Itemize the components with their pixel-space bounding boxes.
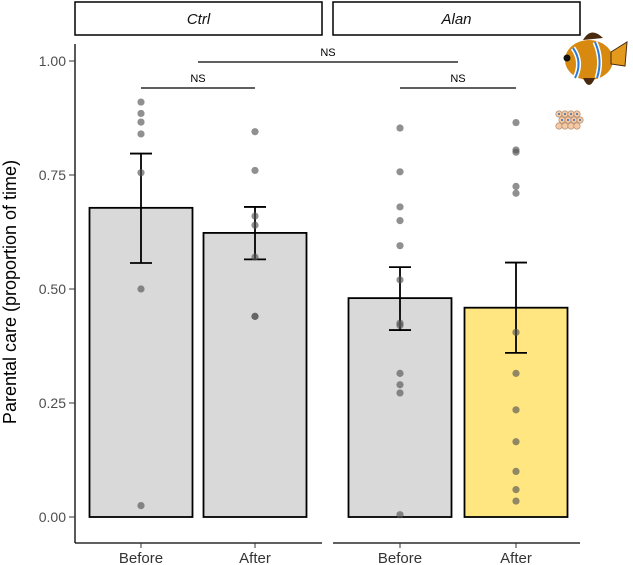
data-point [512, 328, 520, 336]
facet-strip-box [74, 1, 323, 36]
significance-label: NS [320, 47, 335, 59]
x-tick-label: Before [378, 550, 422, 565]
data-point [512, 148, 520, 156]
data-point [251, 166, 259, 175]
significance-label: NS [450, 73, 465, 85]
data-point [251, 253, 259, 261]
y-tick-label: 0.00 [39, 509, 66, 525]
data-point [512, 467, 520, 475]
x-tick-label: Before [119, 550, 163, 565]
data-point [512, 118, 520, 127]
y-tick-label: 0.50 [39, 281, 66, 297]
significance-label: NS [190, 73, 205, 85]
y-axis: 0.00 0.25 0.50 0.75 1.00 [39, 44, 76, 543]
data-point [512, 406, 520, 414]
bars [88, 206, 569, 518]
data-point [396, 276, 404, 284]
data-point [396, 242, 404, 250]
data-point [396, 389, 404, 397]
data-point [396, 321, 404, 330]
facet-strip-label: Ctrl [187, 11, 211, 28]
data-point [396, 168, 404, 176]
data-point [396, 381, 404, 389]
x-axis: Before After Before After [75, 542, 580, 565]
data-point [137, 285, 145, 293]
data-point [251, 312, 259, 320]
data-point [512, 189, 520, 197]
data-point [512, 497, 520, 505]
data-point [396, 511, 404, 519]
data-point [137, 98, 145, 106]
x-tick-label: After [239, 550, 271, 565]
data-point [512, 369, 520, 377]
bar-ctrl-after [202, 232, 308, 518]
y-tick-label: 0.25 [39, 395, 66, 411]
data-point [137, 130, 145, 138]
data-points [137, 98, 520, 519]
x-tick-label: After [500, 550, 532, 565]
significance-annotations: NS NS NS [141, 47, 516, 89]
clownfish-with-eggs-icon [555, 32, 628, 130]
data-point [396, 124, 404, 132]
y-tick-label: 1.00 [39, 53, 66, 69]
data-point [512, 438, 520, 446]
facet-strip-label: Alan [440, 11, 471, 28]
data-point [137, 169, 145, 177]
data-point [512, 182, 520, 190]
data-point [137, 118, 145, 126]
data-point [137, 109, 145, 118]
y-tick-label: 0.75 [39, 167, 66, 183]
data-point [512, 486, 520, 494]
data-point [396, 369, 404, 377]
y-axis-title: Parental care (proportion of time) [0, 160, 20, 424]
facet-strip-box [332, 1, 581, 36]
data-point [251, 212, 259, 220]
data-point [396, 203, 404, 211]
data-point [251, 221, 259, 229]
facet-strips: Ctrl Alan [74, 1, 581, 36]
bar-alan-before [347, 297, 453, 518]
data-point [137, 502, 145, 510]
data-point [396, 217, 404, 225]
data-point [251, 128, 259, 136]
